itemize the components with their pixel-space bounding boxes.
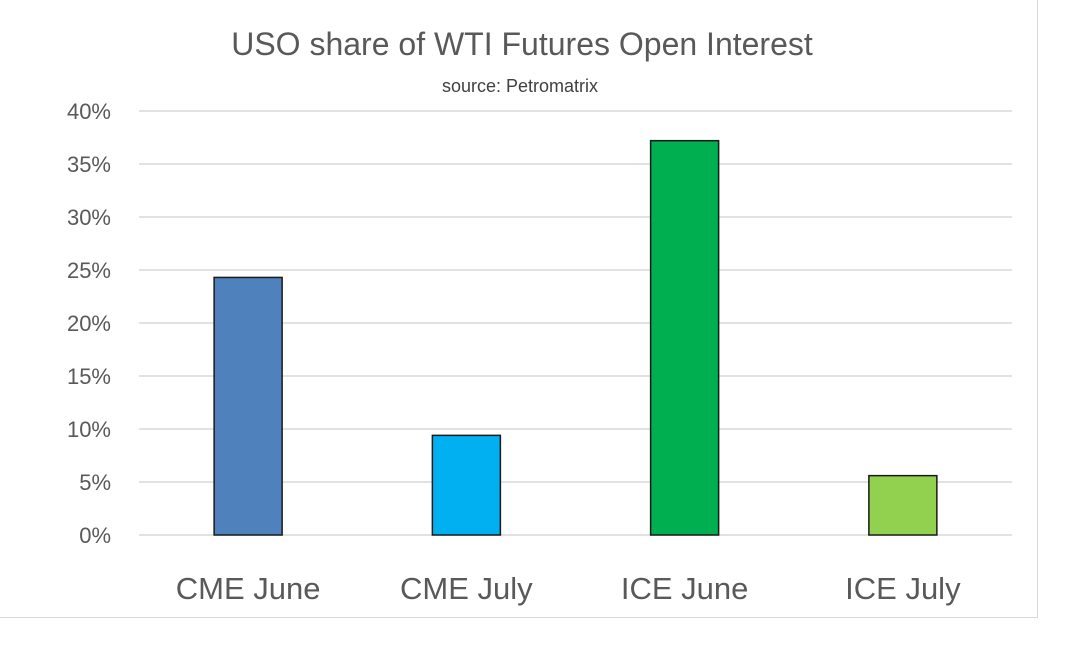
y-tick-label: 25%: [67, 258, 111, 283]
y-tick-label: 20%: [67, 311, 111, 336]
y-tick-label: 30%: [67, 205, 111, 230]
y-tick-label: 10%: [67, 417, 111, 442]
bar-ice-july: [868, 474, 938, 536]
x-category-label: CME July: [400, 571, 533, 606]
chart-title: USO share of WTI Futures Open Interest: [231, 26, 813, 62]
x-category-label: CME June: [176, 571, 321, 606]
chart-frame: [0, 0, 1038, 618]
y-tick-label: 5%: [79, 470, 111, 495]
y-tick-label: 15%: [67, 364, 111, 389]
y-tick-label: 0%: [79, 523, 111, 548]
bar-ice-june: [649, 139, 720, 536]
chart-subtitle: source: Petromatrix: [442, 76, 598, 96]
bar-cme-june: [213, 276, 283, 536]
y-tick-label: 40%: [67, 99, 111, 124]
bar-cme-july: [431, 434, 502, 536]
y-tick-label: 35%: [67, 152, 111, 177]
x-category-label: ICE July: [845, 571, 961, 606]
x-category-label: ICE June: [621, 571, 749, 606]
